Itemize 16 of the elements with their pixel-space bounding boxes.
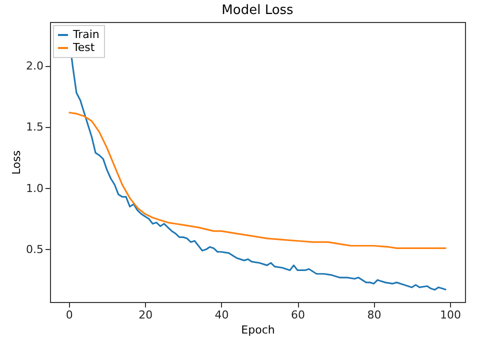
y-tick-label: 2.0 <box>26 60 44 73</box>
x-tick-label: 40 <box>214 308 229 322</box>
y-tick-label: 1.5 <box>26 120 44 134</box>
x-tick-label: 80 <box>367 308 382 322</box>
legend-label: Train <box>72 28 100 41</box>
y-tick-label: 1.0 <box>26 182 44 195</box>
legend-label: Test <box>72 41 96 54</box>
x-tick-label: 100 <box>440 308 461 322</box>
y-axis-title: Loss <box>10 150 24 175</box>
x-tick-label: 0 <box>66 308 73 322</box>
chart-title: Model Loss <box>222 3 294 18</box>
x-tick-label: 60 <box>291 308 306 322</box>
y-tick-label: 0.5 <box>26 242 44 256</box>
x-axis-title: Epoch <box>241 324 275 336</box>
line-series <box>68 112 447 249</box>
x-tick-label: 20 <box>138 308 153 322</box>
